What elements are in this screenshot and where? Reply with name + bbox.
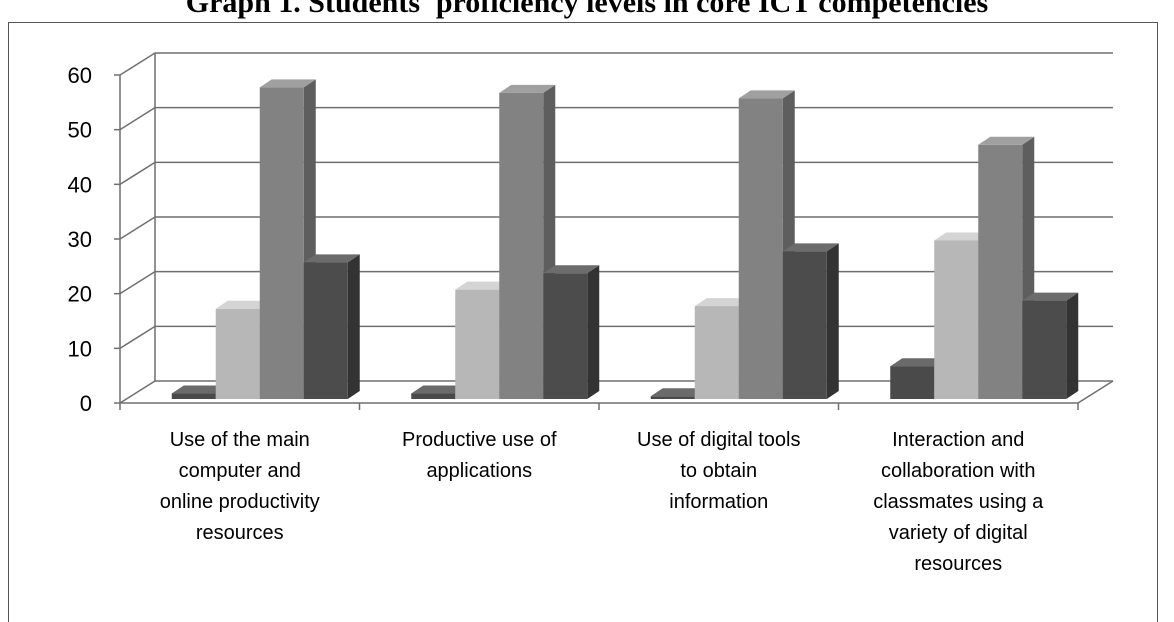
x-category-label: variety of digital <box>889 522 1028 544</box>
x-category-label: information <box>669 491 768 513</box>
x-category-label: Interaction and <box>892 429 1024 451</box>
gridline-side <box>119 161 156 185</box>
x-category-label: Use of digital tools <box>637 429 800 451</box>
gridline-side <box>119 52 156 76</box>
x-category-label: Productive use of <box>402 429 557 451</box>
bar <box>303 262 348 399</box>
bar <box>499 92 544 399</box>
bar <box>543 273 588 399</box>
gridline-side <box>119 107 156 131</box>
x-category-label: resources <box>914 553 1002 575</box>
bar-top <box>1022 292 1079 301</box>
bar-top <box>455 281 512 290</box>
bar-top <box>650 388 707 397</box>
bar-top <box>978 136 1035 145</box>
bar-top <box>259 79 316 88</box>
bar <box>782 251 827 399</box>
bar-top <box>934 232 991 241</box>
bar <box>890 366 935 399</box>
y-tick-label: 0 <box>80 391 92 416</box>
chart-title: Graph 1. Students' proficiency levels in… <box>185 0 989 19</box>
bar-top <box>411 385 468 394</box>
bar <box>934 240 979 399</box>
bar-top <box>171 385 228 394</box>
bar <box>455 289 500 399</box>
bar-top <box>215 300 272 309</box>
x-category-label: Use of the main <box>170 429 310 451</box>
bar-top <box>890 358 947 367</box>
x-category-label: applications <box>426 460 532 482</box>
x-category-label: collaboration with <box>881 460 1036 482</box>
floor-edge <box>1077 380 1114 404</box>
bar <box>171 393 216 399</box>
y-tick-label: 60 <box>68 63 92 88</box>
bar <box>215 308 260 399</box>
x-category-label: to obtain <box>680 460 757 482</box>
bar-side <box>587 265 600 399</box>
gridline-side <box>119 325 156 349</box>
bar-top <box>543 265 600 274</box>
bar <box>650 396 695 399</box>
bar <box>694 306 739 399</box>
y-tick-label: 10 <box>68 336 92 361</box>
x-category-label: resources <box>196 522 284 544</box>
y-tick-label: 20 <box>68 282 92 307</box>
bar <box>411 393 456 399</box>
bar <box>1022 300 1067 399</box>
y-tick-label: 40 <box>68 172 92 197</box>
bar-chart: 0 10 20 30 40 50 60 Use of the main computer and… <box>68 52 1114 575</box>
gridline-side <box>119 271 156 295</box>
y-tick-label: 50 <box>68 118 92 143</box>
bar-top <box>738 90 795 99</box>
x-category-label: classmates using a <box>873 491 1044 513</box>
bar <box>738 98 783 399</box>
gridline-side <box>119 216 156 240</box>
bar-top <box>782 243 839 252</box>
bar-side <box>347 254 360 399</box>
bar-side <box>826 243 839 399</box>
y-tick-label: 30 <box>68 227 92 252</box>
gridline-side <box>119 380 156 404</box>
x-category-label: computer and <box>179 460 301 482</box>
bar-top <box>694 298 751 307</box>
bar <box>259 87 304 400</box>
chart-frame <box>8 22 1158 622</box>
bar-top <box>499 84 556 93</box>
x-category-label: online productivity <box>160 491 320 513</box>
bar-side <box>1066 292 1079 399</box>
bar-top <box>303 254 360 263</box>
bar <box>978 144 1023 399</box>
